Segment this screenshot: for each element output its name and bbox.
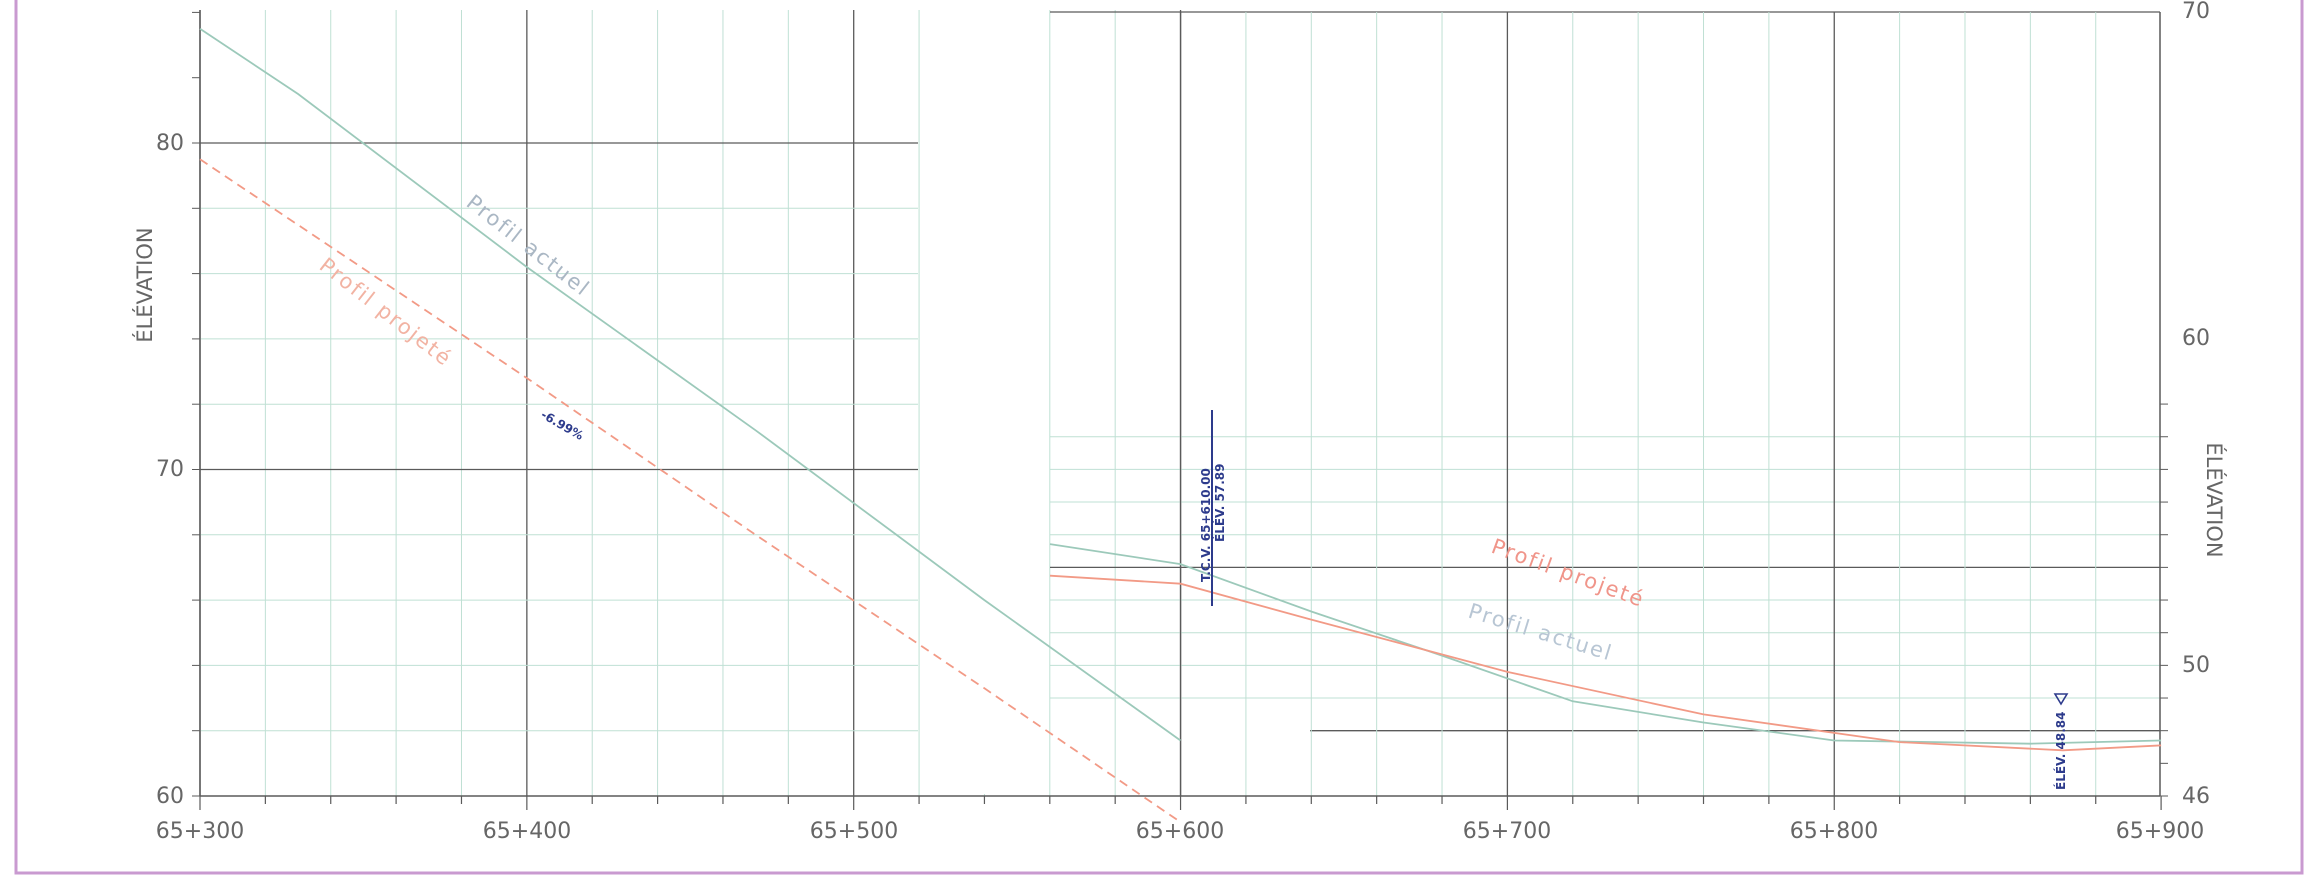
x-tick-label: 65+800 [1790,819,1878,844]
y-axis-label-right: ÉLÉVATION [2202,442,2227,557]
series-label-profil-actuel: Profil actuel [462,190,595,301]
y-tick-label-right: 50 [2182,653,2210,678]
x-tick-label: 65+700 [1463,819,1551,844]
series-label-profil-actuel: Profil actuel [1466,599,1616,666]
series-profil-actuel-line [1049,543,2162,745]
y-tick-label-right: 60 [2182,326,2210,351]
tcv-elevation-label: ÉLÉV. 57.89 [1212,464,1227,542]
low-point-elevation-label: ÉLÉV. 48.84 [2053,712,2068,790]
y-tick-label-left: 70 [156,457,184,482]
x-tick-label: 65+500 [810,819,898,844]
panel-gap [920,0,1048,794]
series-label-profil-projete: Profil projeté [315,253,457,371]
series-profil-actuel-line [199,27,1182,742]
low-point-marker-icon [2053,693,2069,706]
series-profil-projete-line [1049,574,2162,752]
x-tick-label: 65+600 [1136,819,1224,844]
y-tick-label-left: 80 [156,131,184,156]
y-tick-label-right: 46 [2182,784,2210,809]
y-axis-label-left: ÉLÉVATION [132,227,157,342]
tcv-station-label: T.C.V. 65+610.00 [1199,468,1213,582]
x-tick-label: 65+400 [483,819,571,844]
x-tick-label: 65+300 [156,819,244,844]
y-tick-label-left: 60 [156,784,184,809]
x-tick-label: 65+900 [2116,819,2204,844]
y-tick-label-right: 70 [2182,0,2210,24]
frame-border [14,0,2304,875]
series-profil-projete-line [199,158,1182,823]
